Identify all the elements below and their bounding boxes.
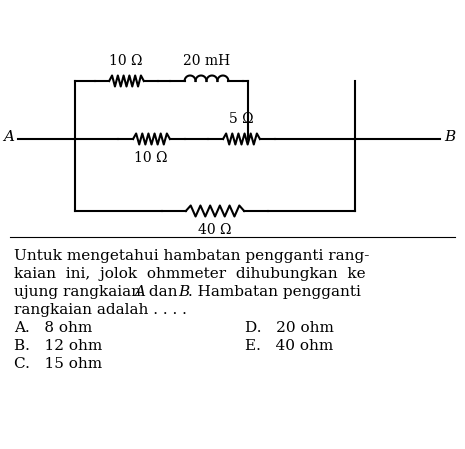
Text: 40 Ω: 40 Ω xyxy=(198,223,232,237)
Text: C.   15 ohm: C. 15 ohm xyxy=(14,357,102,371)
Text: ujung rangkaian: ujung rangkaian xyxy=(14,285,146,299)
Text: B.   12 ohm: B. 12 ohm xyxy=(14,339,102,353)
Text: 20 mH: 20 mH xyxy=(183,54,231,68)
Text: B: B xyxy=(178,285,189,299)
Text: D.   20 ohm: D. 20 ohm xyxy=(245,321,334,335)
Text: 10 Ω: 10 Ω xyxy=(109,54,143,68)
Text: B: B xyxy=(444,130,455,144)
Text: 5 Ω: 5 Ω xyxy=(229,112,253,126)
Text: . Hambatan pengganti: . Hambatan pengganti xyxy=(188,285,361,299)
Text: rangkaian adalah . . . .: rangkaian adalah . . . . xyxy=(14,303,187,317)
Text: E.   40 ohm: E. 40 ohm xyxy=(245,339,333,353)
Text: Untuk mengetahui hambatan pengganti rang-: Untuk mengetahui hambatan pengganti rang… xyxy=(14,249,369,263)
Text: A: A xyxy=(134,285,145,299)
Text: dan: dan xyxy=(144,285,182,299)
Text: A: A xyxy=(3,130,14,144)
Text: A.   8 ohm: A. 8 ohm xyxy=(14,321,92,335)
Text: 10 Ω: 10 Ω xyxy=(134,151,168,165)
Text: kaian  ini,  jolok  ohmmeter  dihubungkan  ke: kaian ini, jolok ohmmeter dihubungkan ke xyxy=(14,267,365,281)
